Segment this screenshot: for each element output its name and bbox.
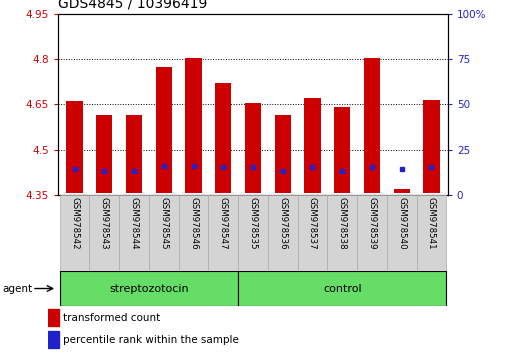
Bar xyxy=(119,195,148,271)
Bar xyxy=(48,331,59,348)
Text: GSM978546: GSM978546 xyxy=(189,197,197,250)
Text: transformed count: transformed count xyxy=(63,313,160,323)
Bar xyxy=(333,107,349,193)
Text: GSM978544: GSM978544 xyxy=(129,197,138,250)
Bar xyxy=(238,271,445,306)
Bar xyxy=(156,67,172,193)
Bar xyxy=(208,195,238,271)
Bar xyxy=(126,115,142,193)
Text: GSM978540: GSM978540 xyxy=(396,197,406,250)
Text: GSM978543: GSM978543 xyxy=(99,197,109,250)
Text: GSM978547: GSM978547 xyxy=(218,197,227,250)
Text: agent: agent xyxy=(3,284,33,293)
Text: GSM978535: GSM978535 xyxy=(248,197,257,250)
Bar xyxy=(393,189,409,193)
Bar xyxy=(267,195,297,271)
Text: GDS4845 / 10396419: GDS4845 / 10396419 xyxy=(58,0,207,11)
Bar xyxy=(48,309,59,326)
Bar xyxy=(363,58,379,193)
Bar xyxy=(327,195,357,271)
Text: GSM978541: GSM978541 xyxy=(426,197,435,250)
Text: GSM978539: GSM978539 xyxy=(367,197,376,250)
Text: GSM978542: GSM978542 xyxy=(70,197,79,250)
Bar xyxy=(215,83,231,193)
Bar xyxy=(178,195,208,271)
Bar xyxy=(60,195,89,271)
Bar xyxy=(423,100,439,193)
Text: GSM978537: GSM978537 xyxy=(308,197,316,250)
Bar xyxy=(185,58,201,193)
Text: GSM978538: GSM978538 xyxy=(337,197,346,250)
Bar xyxy=(60,271,238,306)
Text: GSM978545: GSM978545 xyxy=(159,197,168,250)
Bar xyxy=(386,195,416,271)
Bar xyxy=(297,195,327,271)
Bar xyxy=(66,101,82,193)
Text: percentile rank within the sample: percentile rank within the sample xyxy=(63,335,239,345)
Bar xyxy=(274,115,290,193)
Bar xyxy=(304,98,320,193)
Bar xyxy=(96,115,112,193)
Text: GSM978536: GSM978536 xyxy=(278,197,287,250)
Bar xyxy=(89,195,119,271)
Text: control: control xyxy=(322,284,361,293)
Bar xyxy=(357,195,386,271)
Bar xyxy=(244,103,261,193)
Bar xyxy=(148,195,178,271)
Text: streptozotocin: streptozotocin xyxy=(109,284,188,293)
Bar xyxy=(416,195,445,271)
Bar xyxy=(238,195,267,271)
